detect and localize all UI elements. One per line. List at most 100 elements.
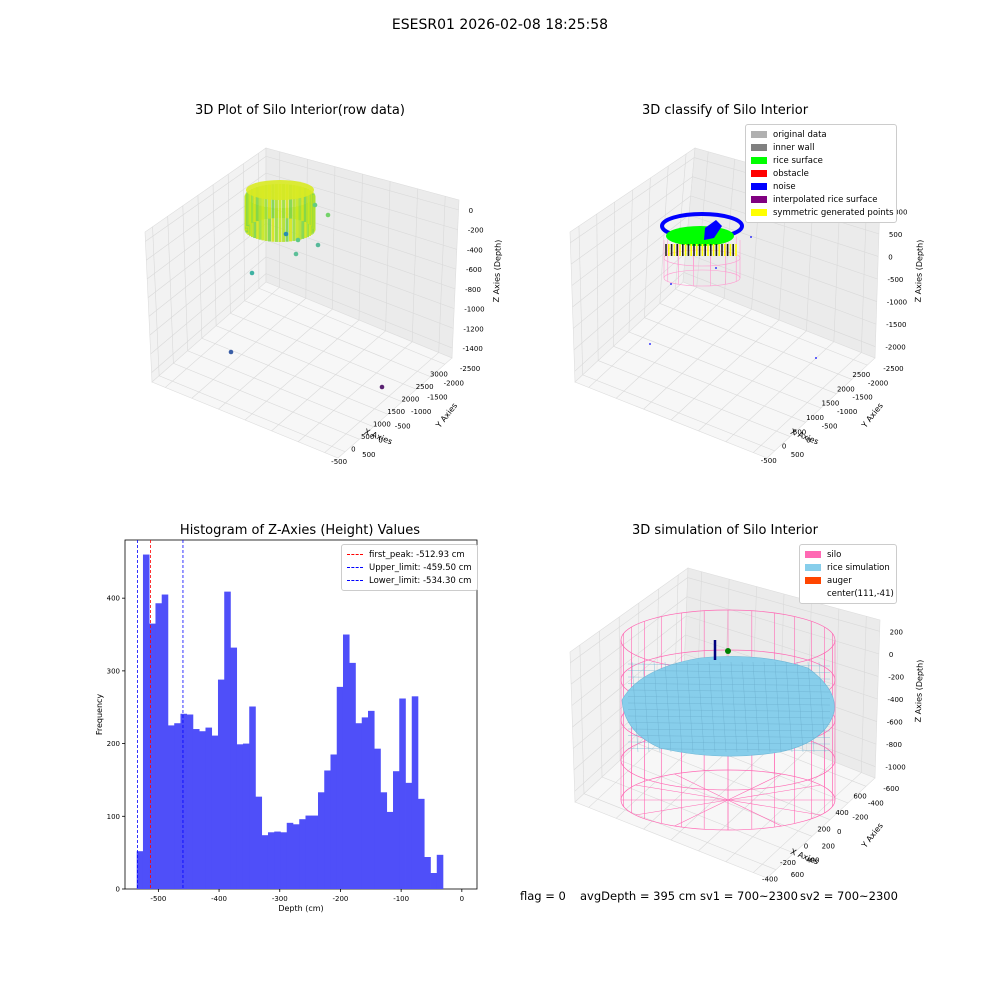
p1-z-grid: [265, 156, 459, 211]
legend-label: silo: [827, 549, 842, 560]
histogram-bar: [342, 634, 350, 889]
p2-wall-line: [663, 269, 741, 287]
p1-z-grid: [265, 239, 455, 309]
figure-title: ESESR01 2026-02-08 18:25:58: [391, 17, 609, 33]
p2-y-tick: -1500: [852, 394, 872, 402]
p2-y-tick: -1000: [837, 408, 857, 416]
legend-label: center(111,-41): [827, 588, 894, 599]
histogram-bar: [205, 727, 213, 889]
legend-item: original data: [751, 128, 891, 141]
p2-noise-point: [670, 283, 672, 285]
p4-z-tick: 0: [889, 651, 893, 659]
p1-z-tick: 0: [469, 207, 473, 215]
p2-y-tick: 0: [806, 437, 810, 445]
silo-floor-spoke: [635, 799, 729, 816]
histogram-bar: [267, 832, 275, 889]
legend-label: first_peak: -512.93 cm: [369, 549, 465, 560]
p2-x-tick: 1500: [822, 400, 840, 408]
p1-z-tick: -800: [465, 286, 481, 294]
rice-mesh-line: [807, 661, 815, 753]
p2-x-tick: 2500: [852, 371, 870, 379]
sv2-status: sv2 = 700~2300: [800, 889, 898, 903]
p2-y-tick: 500: [791, 451, 804, 459]
legend-line: [347, 567, 363, 568]
histogram-bar: [167, 725, 175, 889]
panel3-histogram: -500 -400 -300 -200 -100 0 0 100 200 300 400 Depth …: [95, 539, 478, 913]
p2-x-tick: -500: [761, 457, 777, 465]
p2-x-tick: 2000: [837, 385, 855, 393]
legend-item: Lower_limit: -534.30 cm: [347, 574, 472, 587]
rice-mesh-line: [642, 661, 650, 753]
p2-z-grid: [571, 195, 691, 286]
legend-swatch: [751, 209, 767, 216]
legend-item: first_peak: -512.93 cm: [347, 548, 472, 561]
legend-swatch: [751, 131, 767, 138]
legend-item: obstacle: [751, 167, 891, 180]
p4-z-tick: 200: [890, 628, 903, 636]
histogram-bar: [330, 754, 338, 889]
rice-mesh-line: [627, 722, 831, 725]
rice-mesh-line: [627, 735, 831, 738]
p4-y-tick: -600: [883, 785, 899, 793]
p2-z-tick: -1000: [887, 299, 907, 307]
p2-y-label: Y Axies: [859, 401, 885, 430]
rice-mesh-line: [627, 728, 831, 732]
histogram-bar: [217, 679, 225, 889]
p1-scatter-point: [228, 349, 234, 355]
panel4-legend: silo rice simulation auger center(111,-41): [799, 544, 897, 604]
p1-y-grid: [332, 166, 336, 310]
legend-swatch: [751, 144, 767, 151]
histogram-bar: [155, 603, 163, 889]
p1-z-label: Z Axies (Depth): [492, 240, 503, 303]
p1-y-grid: [297, 341, 413, 442]
p2-z-tick: 0: [888, 253, 892, 261]
legend-item: rice simulation: [805, 561, 891, 574]
legend-label: obstacle: [773, 168, 809, 179]
legend-label: interpolated rice surface: [773, 194, 878, 205]
p2-y-tick: -2000: [868, 379, 888, 387]
p2-x-tick: 500: [793, 428, 806, 436]
p1-scatter-point: [379, 384, 385, 390]
p4-x-tick: 400: [835, 809, 848, 817]
histogram-bar: [174, 723, 181, 889]
histogram-bar: [136, 851, 144, 889]
p1-scatter-point: [293, 251, 299, 257]
rice-mesh-line: [675, 661, 683, 753]
histogram-bar: [355, 723, 363, 889]
p1-x-grid: [182, 205, 188, 351]
histogram-bar: [274, 831, 281, 889]
legend-item: rice surface: [751, 154, 891, 167]
p2-y-grid: [753, 352, 862, 453]
p1-z-tick: -1400: [462, 345, 482, 353]
p1-z-grid: [265, 273, 453, 349]
p4-y-tick: 600: [791, 871, 804, 879]
p2-z-grid: [572, 214, 690, 308]
p1-z-grid: [150, 256, 267, 355]
rice-mesh-line: [664, 661, 672, 753]
p4-x-tick: 200: [817, 826, 830, 834]
p4-y-tick: 0: [837, 828, 841, 836]
p1-y-grid: [244, 319, 360, 421]
histogram-bar: [324, 770, 331, 889]
legend-item: Upper_limit: -459.50 cm: [347, 561, 472, 574]
p4-y-tick: 400: [806, 857, 819, 865]
histogram-bar: [142, 554, 150, 889]
p1-x-grid: [243, 163, 245, 301]
legend-item: center(111,-41): [805, 587, 894, 600]
histogram-bar: [374, 748, 381, 889]
rice-mesh-line: [719, 661, 727, 753]
p2-z-tick: -500: [888, 276, 904, 284]
flag-status: flag = 0: [520, 889, 566, 903]
panel2-legend: original data inner wall rice surface obsta…: [745, 124, 897, 223]
histogram-bar: [349, 662, 356, 889]
p4-z-tick: -600: [887, 719, 903, 727]
histogram-bar: [418, 798, 425, 889]
p1-x-grid: [212, 184, 217, 326]
p2-z-grid: [683, 272, 876, 347]
p2-z-tick: 1000: [890, 208, 908, 216]
rice-mesh-line: [627, 696, 831, 699]
p4-y-grid: [698, 750, 807, 852]
silo-floor-spoke: [674, 773, 729, 801]
legend-swatch: [751, 183, 767, 190]
histogram-bar: [280, 832, 288, 889]
